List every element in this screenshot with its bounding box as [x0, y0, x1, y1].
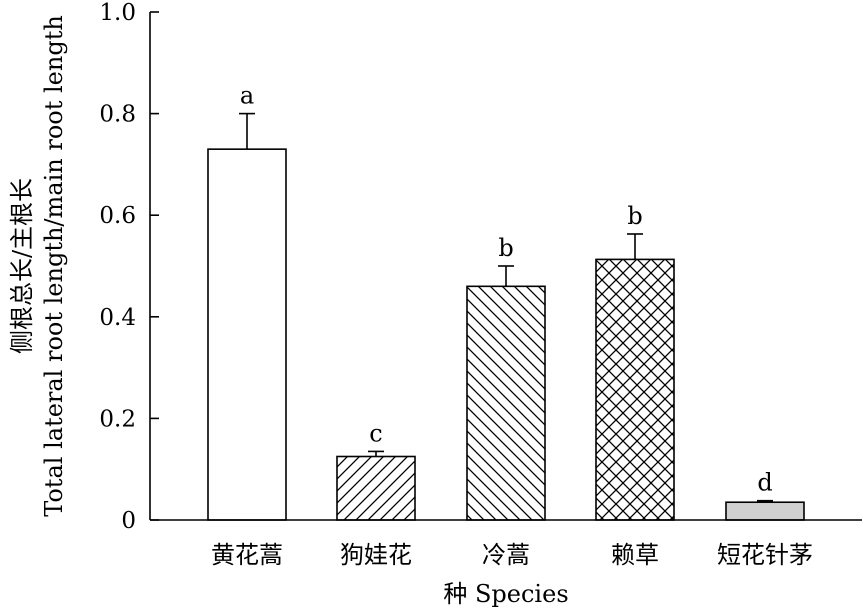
- x-tick-label: 狗娃花: [340, 541, 412, 569]
- significance-label: b: [498, 234, 513, 262]
- y-tick-label: 0.2: [99, 406, 136, 432]
- bar: [595, 258, 675, 521]
- bar: [466, 285, 546, 521]
- significance-label: c: [369, 419, 382, 447]
- significance-label: a: [240, 82, 254, 110]
- y-tick-label: 1.0: [99, 0, 136, 26]
- significance-label: b: [627, 202, 642, 230]
- bar: [725, 501, 805, 521]
- y-axis-title-english: Total lateral root length/main root leng…: [40, 15, 68, 517]
- y-axis-title: 侧根总长/主根长 Total lateral root length/main …: [8, 15, 68, 517]
- y-axis-ticks: 0 0.2 0.4 0.6 0.8 1.0: [99, 0, 159, 534]
- x-tick-label: 赖草: [611, 541, 659, 569]
- significance-label: d: [757, 469, 772, 497]
- y-tick-label: 0: [121, 508, 136, 534]
- bar: [207, 148, 287, 521]
- x-tick-label: 短花针茅: [717, 541, 813, 569]
- bar: [336, 455, 416, 521]
- x-axis-title: 种 Species: [443, 580, 568, 608]
- y-tick-label: 0.4: [99, 305, 136, 331]
- x-axis-labels: 黄花蒿 狗娃花 冷蒿 赖草 短花针茅: [211, 541, 813, 569]
- y-axis-title-chinese: 侧根总长/主根长: [8, 178, 36, 354]
- y-tick-label: 0.6: [99, 203, 136, 229]
- y-tick-label: 0.8: [99, 102, 136, 128]
- x-tick-label: 黄花蒿: [211, 541, 283, 569]
- bars: a c b b d: [207, 82, 805, 521]
- x-tick-label: 冷蒿: [482, 541, 530, 569]
